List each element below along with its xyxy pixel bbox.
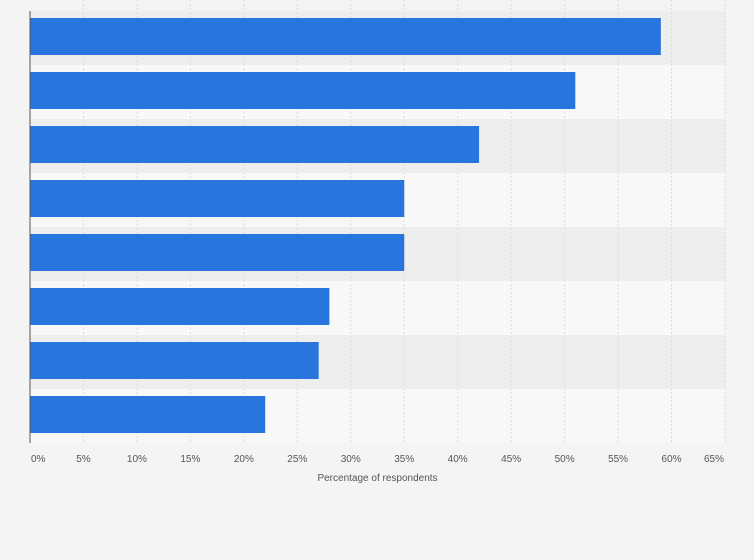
x-tick-label: 15%	[180, 454, 200, 465]
x-tick-label: 65%	[704, 454, 724, 465]
bar[interactable]	[30, 342, 319, 379]
x-tick-label: 0%	[31, 454, 46, 465]
x-tick-label: 50%	[555, 454, 575, 465]
x-tick-label: 10%	[127, 454, 147, 465]
bar[interactable]	[30, 180, 405, 217]
bar[interactable]	[30, 126, 480, 163]
bar[interactable]	[30, 396, 266, 433]
x-tick-label: 55%	[608, 454, 628, 465]
x-axis-ticks: 0% 5% 10% 15% 20% 25% 30% 35% 40% 45% 50% 55% 60% 65%	[31, 454, 724, 465]
bar[interactable]	[30, 18, 661, 55]
x-tick-label: 40%	[448, 454, 468, 465]
x-tick-label: 30%	[341, 454, 361, 465]
x-tick-label: 20%	[234, 454, 254, 465]
x-tick-label: 5%	[76, 454, 91, 465]
x-tick-label: 35%	[394, 454, 414, 465]
bar[interactable]	[30, 288, 330, 325]
bar[interactable]	[30, 72, 576, 109]
bars	[30, 18, 661, 433]
x-tick-label: 60%	[662, 454, 682, 465]
x-tick-label: 45%	[501, 454, 521, 465]
bar[interactable]	[30, 234, 405, 271]
x-axis-title: Percentage of respondents	[317, 473, 437, 484]
x-tick-label: 25%	[287, 454, 307, 465]
